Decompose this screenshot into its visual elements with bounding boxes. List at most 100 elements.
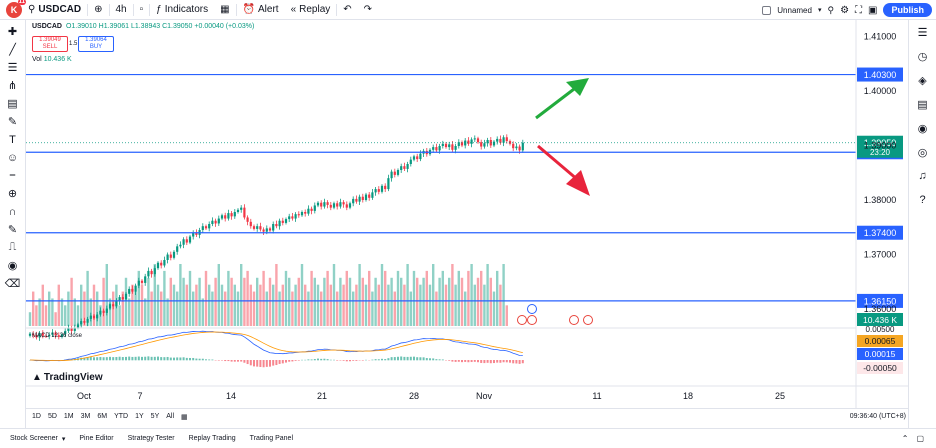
compare-button[interactable]: ⊕ xyxy=(88,0,108,20)
help-icon[interactable]: ? xyxy=(919,194,926,206)
settings-gear-icon[interactable]: ⚙ xyxy=(840,4,850,16)
macd-histogram-bar xyxy=(278,360,281,364)
bottom-tab[interactable]: Trading Panel xyxy=(249,435,293,442)
crosshair-icon[interactable]: ✚ xyxy=(7,26,18,38)
macd-value-label: 0.00065 xyxy=(865,336,896,346)
trend-line-icon[interactable]: ╱ xyxy=(9,44,16,56)
candle-body xyxy=(51,332,54,335)
zoom-in-icon[interactable]: ⊕ xyxy=(7,188,18,200)
candle-body xyxy=(44,335,48,337)
eye-icon[interactable]: ◉ xyxy=(7,260,18,272)
chevron-down-icon[interactable]: ▾ xyxy=(817,7,822,14)
publish-button[interactable]: Publish xyxy=(883,3,932,17)
redo-button[interactable]: ↷ xyxy=(358,0,378,20)
collapse-icon[interactable]: ⌃ xyxy=(901,434,909,443)
ruler-icon[interactable]: ⎯ xyxy=(9,169,16,181)
interval-button[interactable]: 4h xyxy=(115,4,127,15)
alert-button[interactable]: ⏰ Alert xyxy=(237,0,285,20)
sell-label: SELL xyxy=(42,44,58,50)
emoji-icon[interactable]: ☺ xyxy=(6,151,19,164)
price-tick-label: 1.39000 xyxy=(864,140,897,150)
volume-bar xyxy=(179,264,182,326)
bottom-tab[interactable]: Stock Screener xyxy=(10,435,58,442)
period-button[interactable]: 1M xyxy=(63,413,74,420)
bottom-right-icons: ⌃ ▢ xyxy=(902,434,924,443)
pitchfork-icon[interactable]: ⋔ xyxy=(7,80,18,92)
magnet-icon[interactable]: ∩ xyxy=(8,205,17,218)
macd-histogram-bar xyxy=(195,358,198,361)
volume-bar xyxy=(96,291,99,326)
lock-drawing-icon[interactable]: ✎ xyxy=(7,224,18,236)
macd-histogram-bar xyxy=(89,357,92,361)
volume-bar xyxy=(374,277,377,326)
macd-histogram-bar xyxy=(246,360,249,365)
candle-body xyxy=(92,315,96,319)
layout-checkbox[interactable] xyxy=(762,5,772,15)
volume-bar xyxy=(57,284,60,326)
target-icon[interactable]: ◎ xyxy=(917,146,928,159)
period-button[interactable]: All xyxy=(166,413,175,420)
candle-body xyxy=(502,137,505,143)
horizontal-lines-icon[interactable]: ☰ xyxy=(7,62,18,74)
bottom-tab[interactable]: Pine Editor xyxy=(79,435,114,442)
symbol-search-button[interactable]: ⚲ USDCAD xyxy=(22,0,87,20)
templates-button[interactable]: ▦ xyxy=(214,0,235,20)
buy-button[interactable]: 1.39064 BUY xyxy=(78,36,114,52)
clock-time[interactable]: 09:36:40 (UTC+8) xyxy=(849,413,906,420)
lock-icon[interactable]: ⎍ xyxy=(8,241,17,253)
chart-type-button[interactable]: ▫ xyxy=(134,0,150,20)
period-button[interactable]: YTD xyxy=(114,413,129,420)
period-button[interactable]: 1Y xyxy=(135,413,144,420)
period-button[interactable]: 1D xyxy=(32,413,41,420)
volume-bar xyxy=(448,277,451,326)
quick-search-icon[interactable]: ⚲ xyxy=(827,4,835,15)
volume-bar xyxy=(217,264,220,326)
bell-icon[interactable]: ♫ xyxy=(918,170,927,182)
period-button[interactable]: 6M xyxy=(97,413,108,420)
layers-icon[interactable]: ◈ xyxy=(918,74,927,87)
candle-body xyxy=(307,208,310,214)
volume-bar xyxy=(419,284,422,326)
undo-button[interactable]: ↶ xyxy=(337,0,357,20)
camera-icon[interactable]: ▣ xyxy=(868,4,878,16)
sell-button[interactable]: 1.39049 SELL xyxy=(32,36,68,52)
indicators-button[interactable]: ƒ Indicators xyxy=(150,0,214,20)
chat-icon[interactable]: ▤ xyxy=(917,98,928,111)
period-button[interactable]: 5Y xyxy=(150,413,160,420)
volume-bar xyxy=(92,284,96,326)
layout-name[interactable]: Unnamed xyxy=(777,5,812,15)
candle-body xyxy=(243,207,246,218)
calendar-icon[interactable]: ▦ xyxy=(181,413,188,421)
candle-body xyxy=(204,226,208,229)
bottom-tab[interactable]: Replay Trading xyxy=(188,435,236,442)
text-tool-icon[interactable]: T xyxy=(9,133,16,146)
candle-body xyxy=(208,224,211,229)
period-button[interactable]: 3M xyxy=(80,413,91,420)
macd-histogram-bar xyxy=(454,360,457,362)
alerts-clock-icon[interactable]: ◷ xyxy=(917,50,928,63)
candle-body xyxy=(441,143,444,146)
replay-button[interactable]: « Replay xyxy=(285,0,337,20)
ideas-icon[interactable]: ◉ xyxy=(917,122,928,135)
price-chart[interactable]: 1.403001.388751.374001.361501.3905023:20… xyxy=(26,20,908,408)
user-avatar[interactable]: K 11 xyxy=(6,0,26,18)
brush-icon[interactable]: ✎ xyxy=(7,116,18,128)
macd-histogram-bar xyxy=(397,356,399,361)
watchlist-icon[interactable]: ☰ xyxy=(917,26,928,39)
price-tick-label: 1.37000 xyxy=(864,250,897,260)
maximize-icon[interactable]: ▢ xyxy=(916,434,924,443)
bottom-tab[interactable]: Strategy Tester xyxy=(127,435,175,442)
time-tick-label: 7 xyxy=(137,391,142,401)
period-button[interactable]: 5D xyxy=(47,413,57,420)
candle-body xyxy=(444,143,448,148)
chevron-down-icon[interactable]: ▾ xyxy=(61,435,66,443)
candle-body xyxy=(316,202,320,206)
candle-body xyxy=(150,270,153,275)
volume-bar xyxy=(329,284,332,326)
trash-icon[interactable]: ⌫ xyxy=(4,278,21,290)
macd-histogram-bar xyxy=(144,356,147,361)
volume-bar xyxy=(323,277,326,326)
macd-histogram-bar xyxy=(118,356,121,361)
fib-retracement-icon[interactable]: ▤ xyxy=(7,98,18,110)
fullscreen-icon[interactable]: ⛶ xyxy=(855,4,863,16)
